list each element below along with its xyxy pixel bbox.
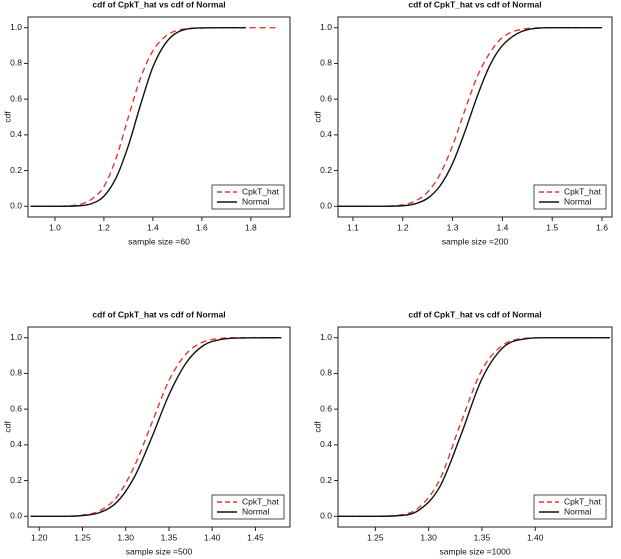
y-tick-label: 0.4 [320,439,332,449]
x-tick-label: 1.6 [596,222,608,232]
x-tick-label: 1.35 [161,532,178,542]
y-tick-label: 1.0 [320,22,332,32]
y-tick-label: 0.0 [10,201,22,211]
x-tick-label: 1.45 [247,532,264,542]
legend-box [533,494,607,520]
y-axis-label: cdf [2,421,12,433]
x-tick-label: 1.35 [474,532,491,542]
y-tick-label: 0.6 [320,403,332,413]
y-tick-label: 0.8 [10,58,22,68]
x-axis-label: sample size =200 [442,236,509,246]
legend-label: Normal [242,196,270,206]
y-tick-label: 0.4 [320,129,332,139]
legend-label: Normal [242,506,270,516]
y-tick-label: 0.0 [320,201,332,211]
y-tick-label: 0.2 [10,165,22,175]
y-tick-label: 0.6 [10,403,22,413]
legend-label: Normal [564,196,592,206]
x-tick-label: 1.1 [347,222,359,232]
y-tick-label: 1.0 [10,22,22,32]
plot-frame [337,16,613,218]
x-tick-label: 1.25 [367,532,384,542]
y-tick-label: 0.2 [10,475,22,485]
y-tick-label: 1.0 [320,332,332,342]
panel-title: cdf of CpkT_hat vs cdf of Normal [408,309,541,319]
legend-label: CpkT_hat [564,186,601,196]
x-tick-label: 1.25 [74,532,91,542]
x-axis-label: sample size =60 [128,236,190,246]
x-tick-label: 1.3 [447,222,459,232]
x-tick-label: 1.40 [527,532,544,542]
x-tick-label: 1.5 [546,222,558,232]
y-axis-label: cdf [312,421,322,433]
x-tick-label: 1.20 [31,532,48,542]
x-tick-label: 1.6 [196,222,208,232]
x-tick-label: 1.4 [147,222,159,232]
panel: cdf of CpkT_hat vs cdf of Normal 1.1 1.2 1.… [312,0,613,246]
legend-label: CpkT_hat [242,496,279,506]
y-tick-label: 1.0 [10,332,22,342]
cdf-line [30,337,282,517]
x-tick-label: 1.2 [98,222,110,232]
y-tick-label: 0.8 [10,368,22,378]
y-axis-label: cdf [2,111,12,123]
y-tick-label: 0.8 [320,58,332,68]
y-axis-label: cdf [312,111,322,123]
x-tick-label: 1.4 [496,222,508,232]
y-tick-label: 0.0 [320,511,332,521]
plot-frame [337,326,613,528]
x-tick-label: 1.2 [397,222,409,232]
y-tick-label: 0.2 [320,475,332,485]
x-tick-label: 1.8 [245,222,257,232]
y-tick-label: 0.4 [10,439,22,449]
panel-title: cdf of CpkT_hat vs cdf of Normal [92,0,225,9]
y-tick-label: 0.6 [10,93,22,103]
y-tick-label: 0.4 [10,129,22,139]
panel: cdf of CpkT_hat vs cdf of Normal 1.0 1.2 1.… [2,0,291,246]
x-tick-label: 1.30 [420,532,437,542]
cdf-line [338,27,603,207]
panel: cdf of CpkT_hat vs cdf of Normal 1.20 1.25… [2,309,291,556]
plot-frame [27,326,291,528]
y-tick-label: 0.0 [10,511,22,521]
legend-label: Normal [564,506,592,516]
legend-label: CpkT_hat [242,186,279,196]
legend-label: CpkT_hat [564,496,601,506]
cdf-line [338,337,610,517]
cdf-line [30,27,246,207]
panel: cdf of CpkT_hat vs cdf of Normal 1.25 1.30… [312,309,613,556]
cdf-line [30,27,276,207]
x-tick-label: 1.0 [49,222,61,232]
x-axis-label: sample size =1000 [439,546,510,556]
x-tick-label: 1.40 [204,532,221,542]
cdf-line [338,27,603,207]
legend-box [211,494,285,520]
panel-title: cdf of CpkT_hat vs cdf of Normal [408,0,541,9]
panel-title: cdf of CpkT_hat vs cdf of Normal [92,309,225,319]
y-tick-label: 0.2 [320,165,332,175]
y-tick-label: 0.8 [320,368,332,378]
cdf-line [338,337,610,517]
x-tick-label: 1.30 [117,532,134,542]
legend-box [533,184,607,210]
plot-frame [27,16,291,218]
x-axis-label: sample size =500 [126,546,193,556]
legend-box [211,184,285,210]
y-tick-label: 0.6 [320,93,332,103]
